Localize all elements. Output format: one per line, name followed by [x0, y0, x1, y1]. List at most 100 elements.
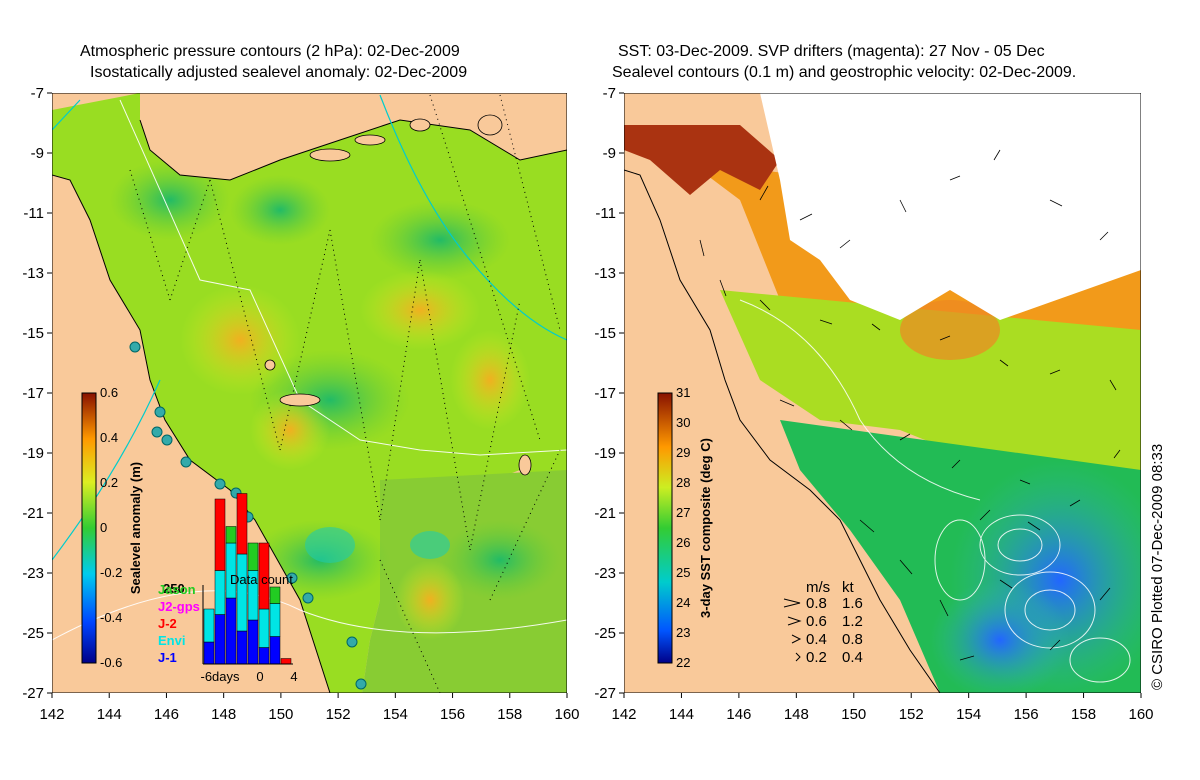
velocity-kt-value: 0.8 — [842, 631, 863, 648]
right-lon-label: 158 — [1071, 706, 1096, 723]
left-lon-label: 152 — [326, 706, 351, 723]
left-pressure-contour — [52, 379, 161, 561]
right-lon-label: 148 — [784, 706, 809, 723]
left-high-anomaly — [450, 330, 530, 430]
left-white-contour — [52, 590, 567, 641]
histogram-bar-j2 — [258, 542, 270, 610]
left-lon-label: 160 — [554, 706, 579, 723]
velocity-kt-value: 1.2 — [842, 613, 863, 630]
right-colorbar-tick: 26 — [676, 535, 690, 550]
left-colorbar-tick: 0.6 — [100, 385, 118, 400]
right-geostrophic-vectors — [699, 149, 1121, 661]
velocity-header-kt: kt — [842, 579, 855, 596]
histogram-bar-j2 — [214, 498, 226, 571]
right-lat-label: -9 — [603, 145, 616, 162]
right-sst-hot — [900, 300, 1000, 360]
velocity-arrow — [795, 652, 801, 662]
left-low-anomaly — [370, 200, 510, 280]
left-lon-label: 148 — [211, 706, 236, 723]
left-lat-label: -9 — [31, 145, 44, 162]
right-colorbar-tick: 23 — [676, 625, 690, 640]
right-colorbar-tick: 25 — [676, 565, 690, 580]
histogram-bar-envi — [269, 603, 281, 637]
histogram-bar-jason — [225, 526, 237, 544]
right-lat-label: -19 — [594, 445, 616, 462]
histogram-x-label: -6days — [200, 669, 240, 684]
histogram-bar-j1 — [247, 619, 259, 665]
credit-text: © CSIRO Plotted 07-Dec-2009 08:33 — [1149, 444, 1166, 690]
histogram-max-label: 250 — [163, 581, 185, 596]
right-colorbar-tick: 24 — [676, 595, 690, 610]
histogram-bar-envi — [236, 553, 248, 632]
right-colorbar-tick: 22 — [676, 655, 690, 670]
right-lon-axis: 142 144 146 148 150 152 154 156 158 160 — [611, 693, 1154, 723]
histogram-bar-envi — [214, 570, 226, 615]
data-count-histogram: Data count 250 -6days 0 4 Jason J2-gps J-2 En… — [158, 493, 298, 684]
left-colorbar-tick: 0 — [100, 520, 107, 535]
left-colorbar-label: Sealevel anomaly (m) — [128, 462, 143, 594]
left-lat-label: -21 — [22, 505, 44, 522]
histogram-title: Data count — [230, 572, 293, 587]
histogram-bar-j2 — [280, 658, 292, 665]
left-lon-axis: 142 144 146 148 150 152 154 156 158 160 — [39, 693, 580, 723]
left-low-anomaly — [230, 175, 330, 245]
right-sst-mid — [720, 290, 1141, 500]
left-colorbar-tick: 0.4 — [100, 430, 118, 445]
right-title-line1: SST: 03-Dec-2009. SVP drifters (magenta)… — [618, 43, 1045, 60]
left-negative-anomaly — [305, 527, 355, 563]
left-aus-coastline — [52, 174, 331, 693]
right-lat-label: -13 — [594, 265, 616, 282]
left-colorbar-tick: -0.4 — [100, 610, 122, 625]
velocity-arrow — [787, 616, 802, 626]
right-lon-label: 150 — [841, 706, 866, 723]
right-lon-label: 160 — [1128, 706, 1153, 723]
left-high-anomaly — [395, 560, 465, 640]
histogram-bar-j1 — [269, 636, 281, 665]
velocity-legend: m/s kt 0.8 1.60.6 1.20.4 0.80.2 0.4 — [783, 579, 863, 666]
right-colorbar-tick: 30 — [676, 415, 690, 430]
histogram-bar-j1 — [258, 647, 270, 665]
velocity-arrow — [783, 598, 801, 608]
right-lon-label: 156 — [1014, 706, 1039, 723]
left-png-land — [140, 93, 567, 180]
left-lat-label: -23 — [22, 565, 44, 582]
right-colorbar-tick: 31 — [676, 385, 690, 400]
left-lon-label: 150 — [268, 706, 293, 723]
histogram-bar-envi — [203, 608, 215, 643]
right-sealevel-contours — [739, 299, 1131, 683]
right-lon-label: 144 — [669, 706, 694, 723]
right-lat-label: -11 — [595, 205, 616, 222]
right-lon-label: 152 — [899, 706, 924, 723]
velocity-header-ms: m/s — [806, 579, 830, 596]
left-lat-label: -17 — [22, 385, 44, 402]
histogram-bar-j1 — [203, 641, 215, 665]
left-lon-label: 144 — [97, 706, 122, 723]
left-colorbar-ticks: 0.6 0.4 0.2 0 -0.2 -0.4 -0.6 — [100, 385, 122, 670]
left-lat-label: -19 — [22, 445, 44, 462]
histogram-legend-item: J2-gps — [158, 599, 200, 614]
histogram-bar-j2 — [236, 493, 248, 555]
velocity-ms-value: 0.6 — [806, 613, 827, 630]
velocity-ms-value: 0.8 — [806, 595, 827, 612]
left-lon-label: 146 — [154, 706, 179, 723]
left-pressure-contour — [52, 99, 81, 131]
left-negative-anomaly — [410, 531, 450, 559]
velocity-kt-value: 0.4 — [842, 649, 863, 666]
left-lat-label: -11 — [23, 205, 44, 222]
left-lon-label: 158 — [497, 706, 522, 723]
velocity-arrow — [791, 634, 802, 644]
left-high-anomaly — [250, 390, 330, 470]
left-lon-label: 142 — [39, 706, 64, 723]
left-colorbar — [81, 392, 97, 664]
right-colorbar-label: 3-day SST composite (deg C) — [698, 438, 713, 618]
right-lat-label: -25 — [594, 625, 616, 642]
left-low-anomaly — [110, 160, 230, 240]
histogram-x-label: 0 — [256, 669, 263, 684]
right-map — [624, 93, 1141, 693]
left-low-anomaly — [440, 520, 560, 600]
right-colorbar-tick: 27 — [676, 505, 690, 520]
right-lat-label: -17 — [594, 385, 616, 402]
histogram-x-label: 4 — [290, 669, 297, 684]
left-high-anomaly — [360, 270, 480, 350]
